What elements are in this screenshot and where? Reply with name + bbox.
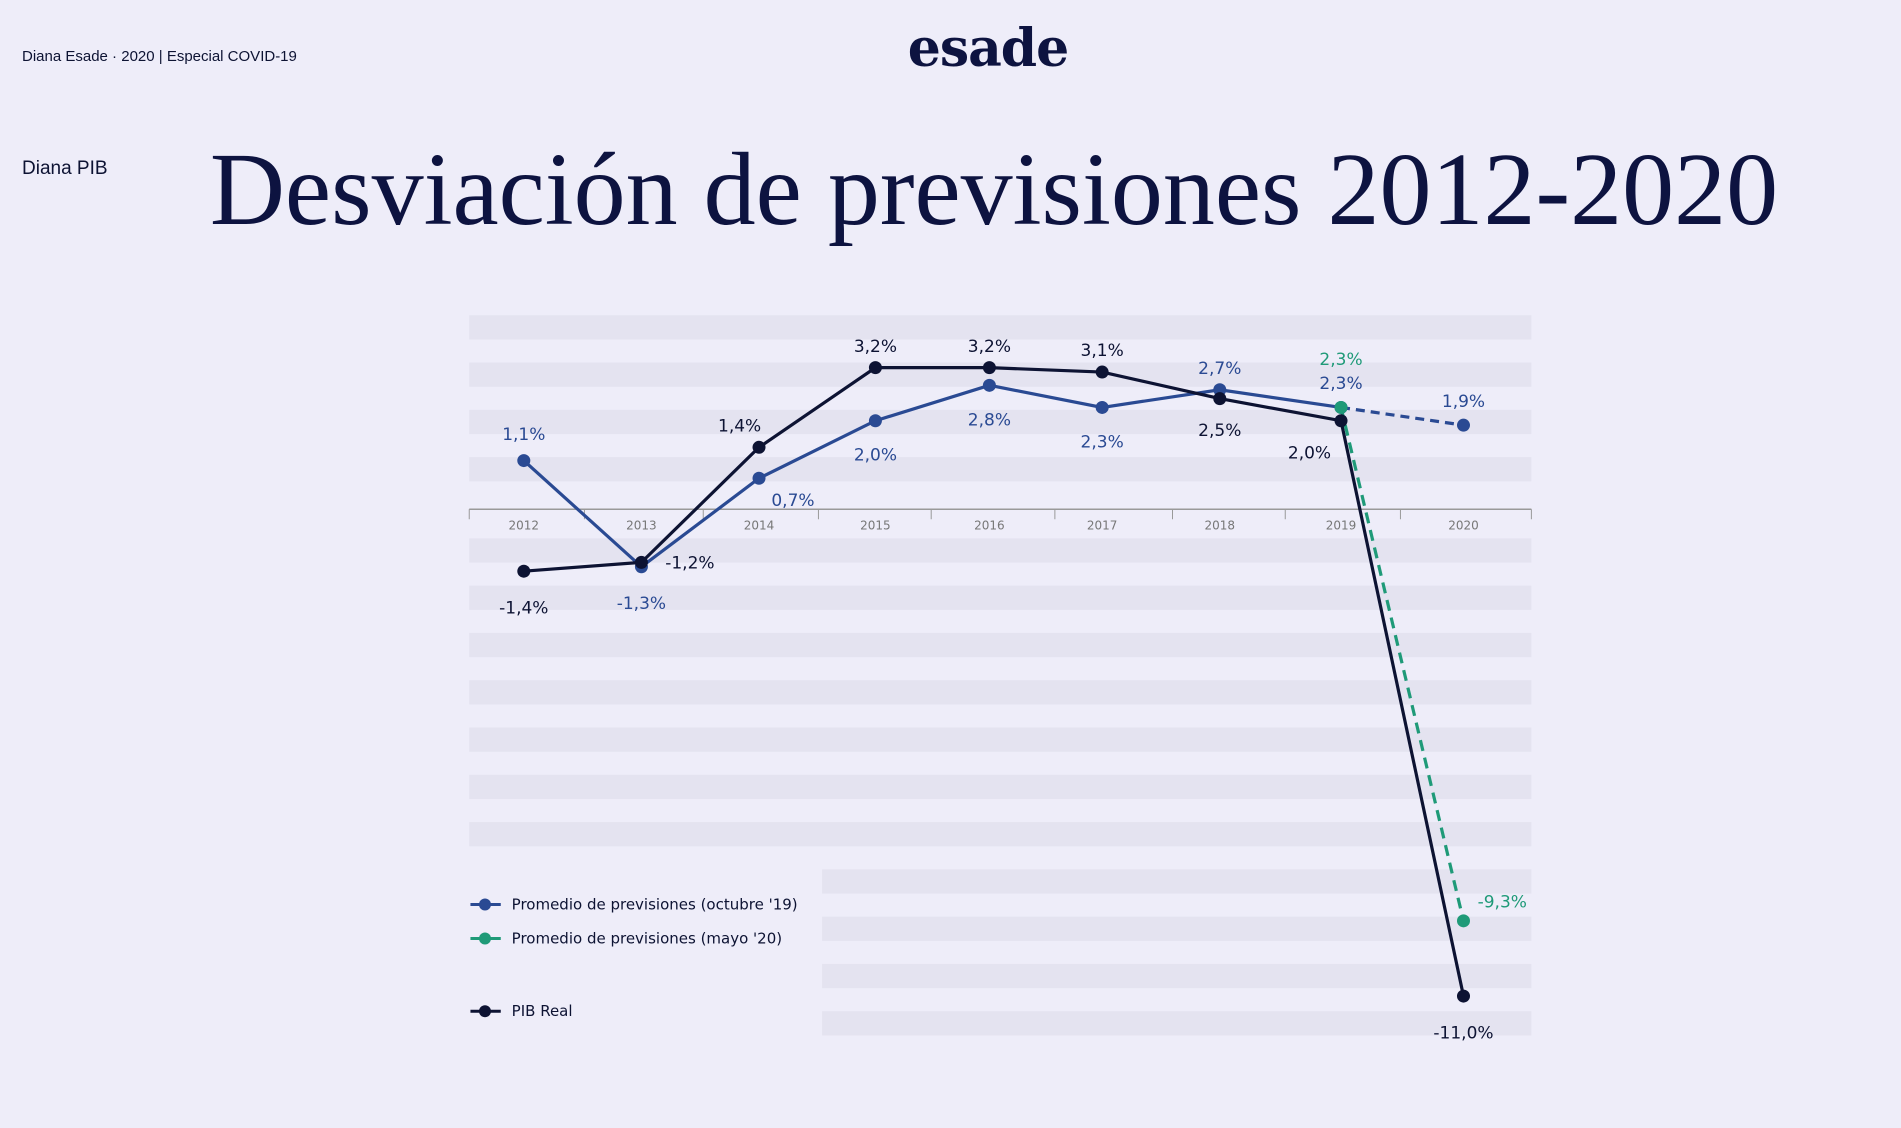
point-may20 (1334, 400, 1348, 414)
grid-band (469, 585, 1532, 610)
point-pib-real (1095, 365, 1109, 379)
legend-label: Promedio de previsiones (mayo '20) (512, 929, 782, 947)
point-pib-real (1213, 392, 1227, 406)
x-tick-label: 2014 (744, 518, 775, 532)
legend-item: Promedio de previsiones (mayo '20) (470, 929, 782, 947)
point-pib-real (517, 564, 531, 578)
legend-label: Promedio de previsiones (octubre '19) (512, 896, 798, 914)
esade-logo: esade (907, 18, 1070, 79)
point-oct19 (1095, 400, 1109, 414)
x-tick-label: 2012 (509, 518, 540, 532)
grid-band (822, 869, 1532, 894)
x-tick-label: 2020 (1448, 518, 1479, 532)
data-label-oct19: 2,3% (1319, 374, 1362, 394)
data-label-may20: -9,3% (1478, 892, 1527, 912)
data-label-pib-real: -11,0% (1433, 1023, 1493, 1043)
x-tick-label: 2017 (1087, 518, 1118, 532)
data-label-oct19: 2,8% (968, 410, 1011, 430)
grid-band (822, 963, 1532, 989)
point-pib-real (1456, 989, 1470, 1003)
data-label-pib-real: 3,2% (854, 337, 897, 357)
data-label-oct19: 1,9% (1442, 392, 1485, 412)
data-label-oct19: 2,0% (854, 446, 897, 466)
grid-band (469, 822, 1532, 847)
data-label-pib-real: 2,0% (1288, 443, 1331, 463)
point-pib-real (868, 361, 882, 375)
grid-band (822, 1011, 1532, 1036)
data-label-may20: 2,3% (1319, 350, 1362, 370)
point-pib-real (982, 361, 996, 375)
point-oct19 (752, 471, 766, 485)
legend-item: PIB Real (470, 1002, 573, 1020)
grid-band (469, 680, 1532, 705)
legend-marker-icon (479, 898, 491, 911)
series-line-oct19-dashed (1340, 405, 1464, 427)
grid-band (822, 916, 1532, 941)
point-oct19 (982, 378, 996, 392)
legend-marker-icon (479, 1005, 491, 1018)
grid-band (469, 457, 1532, 482)
legend-label: PIB Real (512, 1002, 573, 1020)
x-tick-label: 2015 (860, 518, 891, 532)
point-pib-real (1334, 414, 1348, 428)
data-label-pib-real: -1,2% (665, 553, 714, 573)
grid-band (469, 774, 1532, 800)
data-label-oct19: -1,3% (617, 594, 666, 614)
series-line-may20 (1339, 407, 1466, 922)
data-label-pib-real: 3,1% (1081, 341, 1124, 361)
data-label-oct19: 1,1% (502, 425, 545, 445)
x-tick-label: 2013 (626, 518, 657, 532)
point-pib-real (752, 440, 766, 454)
x-tick-label: 2016 (974, 518, 1005, 532)
data-label-oct19: 2,7% (1198, 359, 1241, 379)
grid-band (469, 727, 1532, 752)
data-label-pib-real: -1,4% (499, 599, 548, 619)
grid-band (469, 409, 1532, 435)
chart-title: Desviación de previsiones 2012-2020 (209, 132, 1779, 247)
breadcrumb: Diana Esade · 2020 | Especial COVID-19 (22, 48, 297, 65)
data-label-pib-real: 1,4% (718, 416, 761, 436)
x-tick-label: 2019 (1326, 518, 1357, 532)
grid-band (469, 315, 1532, 340)
point-may20 (1456, 914, 1470, 928)
data-label-pib-real: 2,5% (1198, 421, 1241, 441)
x-tick-label: 2018 (1205, 518, 1236, 532)
point-oct19 (1456, 418, 1470, 432)
data-label-oct19: 2,3% (1081, 432, 1124, 452)
legend-item: Promedio de previsiones (octubre '19) (470, 896, 798, 914)
grid-band (469, 362, 1532, 387)
legend-marker-icon (479, 932, 491, 945)
point-oct19 (868, 414, 882, 428)
data-label-oct19: 0,7% (771, 491, 814, 511)
grid-band (469, 632, 1532, 658)
data-label-pib-real: 3,2% (968, 337, 1011, 357)
point-pib-real (634, 555, 648, 569)
point-oct19 (517, 454, 531, 468)
section-label: Diana PIB (22, 158, 108, 179)
